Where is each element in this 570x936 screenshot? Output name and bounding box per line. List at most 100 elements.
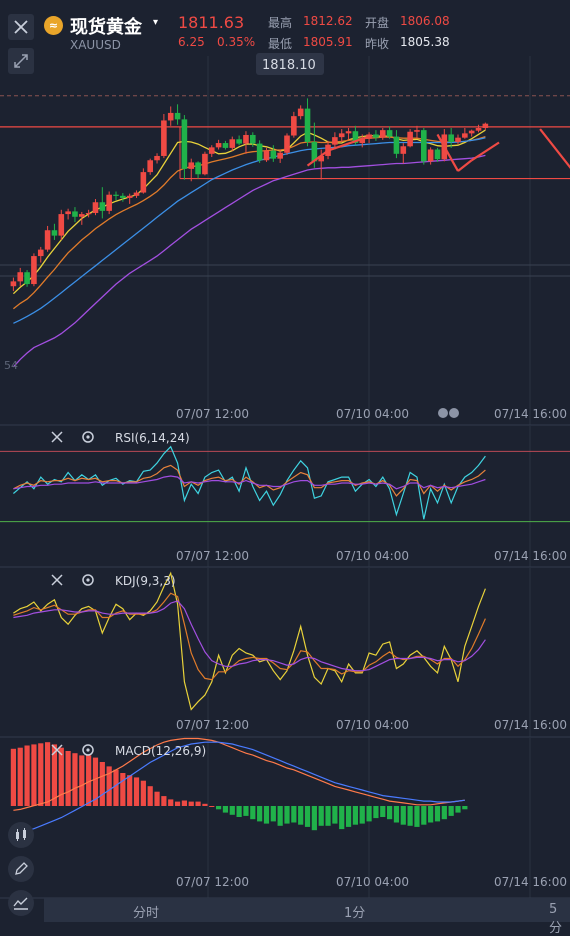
candle-body bbox=[243, 134, 249, 144]
tab-5min[interactable]: 5分 bbox=[549, 902, 563, 936]
macd-histogram-bar bbox=[140, 780, 146, 806]
last-price: 1811.63 bbox=[178, 13, 245, 32]
macd-histogram-bar bbox=[229, 806, 235, 815]
ma-line-1 bbox=[12, 129, 486, 295]
candle-body bbox=[167, 112, 174, 121]
candle-body bbox=[462, 133, 468, 138]
macd-histogram-bar bbox=[181, 800, 187, 806]
candle-body bbox=[393, 136, 400, 154]
candle-body bbox=[79, 214, 85, 217]
candle-body bbox=[147, 160, 153, 173]
macd-histogram-bar bbox=[24, 745, 30, 806]
trend-arrow-segment bbox=[471, 141, 500, 162]
candle-body bbox=[311, 141, 318, 162]
macd-histogram-bar bbox=[10, 748, 16, 806]
candle-body bbox=[65, 211, 71, 215]
macd-histogram-bar bbox=[455, 806, 461, 813]
kdj-tick-label: 07/07 12:00 bbox=[176, 718, 249, 732]
macd-histogram-bar bbox=[359, 806, 365, 824]
rsi-line-3 bbox=[13, 475, 486, 490]
candle-body bbox=[126, 195, 133, 198]
rsi-tick-label: 07/14 16:00 bbox=[494, 549, 567, 563]
kdj-close-icon bbox=[51, 574, 63, 586]
candle-body bbox=[181, 119, 188, 169]
kdj-gear-icon-center bbox=[86, 578, 90, 582]
macd-close-icon bbox=[51, 744, 63, 756]
candle-body bbox=[24, 272, 30, 285]
macd-histogram-bar bbox=[31, 744, 37, 806]
macd-histogram-bar bbox=[434, 806, 441, 822]
candle-body bbox=[10, 281, 17, 287]
candle-body bbox=[92, 202, 99, 214]
candle-body bbox=[188, 162, 195, 169]
candle-body bbox=[174, 112, 181, 120]
macd-histogram-bar bbox=[202, 803, 208, 806]
rsi-gear-icon bbox=[82, 431, 94, 443]
gold-coin-icon: ≈ bbox=[44, 16, 63, 35]
candle-body bbox=[379, 130, 386, 138]
macd-histogram-bar bbox=[236, 806, 242, 817]
macd-histogram-bar bbox=[195, 801, 201, 806]
candle-body bbox=[270, 150, 277, 159]
rsi-tick-label: 07/07 12:00 bbox=[176, 549, 249, 563]
instrument-title[interactable]: 现货黄金 bbox=[70, 17, 142, 38]
macd-histogram-bar bbox=[352, 806, 358, 825]
candle-body bbox=[236, 139, 242, 144]
candle-type-button[interactable] bbox=[8, 822, 34, 848]
open-label: 开盘 bbox=[365, 16, 390, 30]
macd-tick-label: 07/10 04:00 bbox=[336, 875, 409, 889]
price-change-percent: 0.35% bbox=[217, 35, 256, 49]
candle-body bbox=[338, 133, 345, 138]
candle-body bbox=[366, 134, 372, 139]
macd-histogram-bar bbox=[304, 806, 311, 827]
candle-body bbox=[229, 139, 236, 148]
low-label: 最低 bbox=[268, 37, 293, 51]
macd-histogram-bar bbox=[243, 806, 249, 816]
candle-body bbox=[386, 130, 393, 137]
indicator-button[interactable] bbox=[8, 890, 34, 916]
close-button[interactable] bbox=[8, 14, 34, 40]
macd-histogram-bar bbox=[174, 801, 181, 806]
tab-timeshare[interactable]: 分时 bbox=[133, 906, 160, 921]
low-value: 1805.91 bbox=[303, 35, 353, 49]
macd-gear-icon bbox=[82, 744, 94, 756]
kdj-gear-icon bbox=[82, 574, 94, 586]
macd-histogram-bar bbox=[332, 806, 338, 824]
macd-histogram-bar bbox=[298, 806, 304, 825]
macd-histogram-bar bbox=[168, 799, 174, 806]
macd-histogram-bar bbox=[400, 806, 406, 825]
candlestick-icon bbox=[16, 828, 26, 841]
draw-tool-button[interactable] bbox=[8, 856, 34, 882]
macd-histogram-bar bbox=[263, 806, 270, 824]
trend-arrow-segment bbox=[306, 149, 329, 167]
candle-body bbox=[208, 147, 215, 154]
left-edge-label: 54 bbox=[4, 359, 18, 372]
kdj-tick-label: 07/10 04:00 bbox=[336, 718, 409, 732]
fullscreen-button[interactable] bbox=[8, 48, 34, 74]
tab-1min[interactable]: 1分 bbox=[344, 906, 366, 921]
pager-dot-icon bbox=[449, 408, 459, 418]
candle-body bbox=[99, 202, 106, 211]
open-value: 1806.08 bbox=[400, 14, 450, 28]
macd-histogram-bar bbox=[421, 806, 427, 825]
candle-body bbox=[222, 143, 229, 148]
rsi-tick-label: 07/10 04:00 bbox=[336, 549, 409, 563]
candle-body bbox=[250, 134, 256, 144]
macd-histogram-bar bbox=[325, 806, 331, 826]
macd-histogram-bar bbox=[462, 806, 468, 810]
candle-body bbox=[291, 116, 297, 136]
price-change: 6.25 bbox=[178, 35, 205, 49]
macd-histogram-bar bbox=[106, 766, 112, 806]
candle-body bbox=[256, 143, 263, 161]
kdj-line-1 bbox=[13, 571, 486, 711]
trend-arrow-segment bbox=[539, 128, 570, 169]
prev-close-label: 昨收 bbox=[365, 37, 390, 51]
macd-histogram-bar bbox=[92, 757, 99, 806]
peak-label-box bbox=[256, 53, 324, 75]
main-tick-label: 07/10 04:00 bbox=[336, 407, 409, 421]
macd-tick-label: 07/14 16:00 bbox=[494, 875, 567, 889]
macd-histogram-bar bbox=[45, 742, 51, 806]
chevron-down-icon[interactable]: ▾ bbox=[153, 17, 159, 28]
pencil-icon bbox=[15, 862, 28, 875]
